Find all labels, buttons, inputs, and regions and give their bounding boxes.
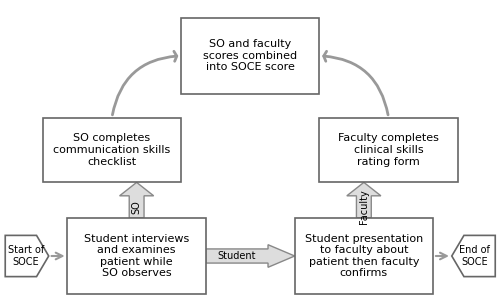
FancyArrow shape [120, 182, 154, 218]
Text: Student presentation
to faculty about
patient then faculty
confirms: Student presentation to faculty about pa… [304, 234, 423, 278]
Text: SO completes
communication skills
checklist: SO completes communication skills checkl… [54, 134, 170, 166]
Text: Start of
SOCE: Start of SOCE [8, 245, 44, 267]
Text: Faculty completes
clinical skills
rating form: Faculty completes clinical skills rating… [338, 134, 439, 166]
FancyArrow shape [206, 245, 294, 267]
FancyBboxPatch shape [181, 17, 320, 94]
Text: SO: SO [132, 200, 141, 214]
Text: Student: Student [218, 251, 256, 261]
Text: End of
SOCE: End of SOCE [460, 245, 490, 267]
Text: Student interviews
and examines
patient while
SO observes: Student interviews and examines patient … [84, 234, 190, 278]
Polygon shape [452, 236, 495, 277]
FancyBboxPatch shape [320, 118, 458, 182]
FancyBboxPatch shape [43, 118, 181, 182]
Polygon shape [5, 236, 49, 277]
Text: Faculty: Faculty [359, 189, 369, 224]
FancyBboxPatch shape [68, 218, 206, 294]
FancyBboxPatch shape [294, 218, 433, 294]
FancyArrow shape [347, 182, 381, 218]
Text: SO and faculty
scores combined
into SOCE score: SO and faculty scores combined into SOCE… [203, 39, 298, 72]
